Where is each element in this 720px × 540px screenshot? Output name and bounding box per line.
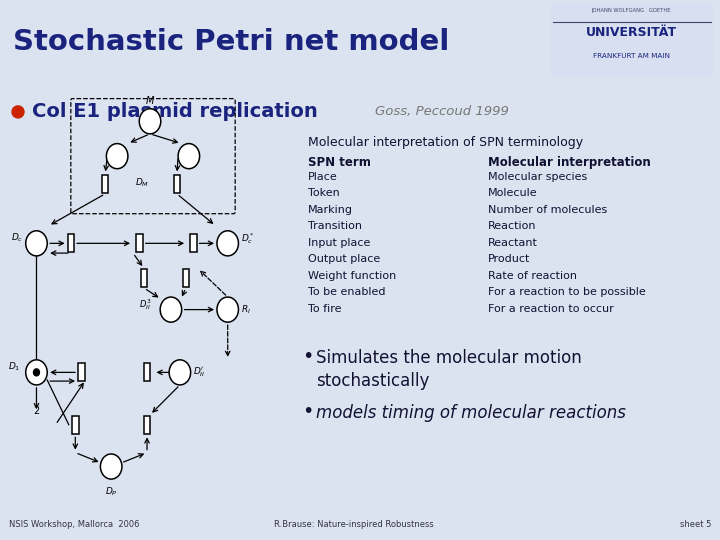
- Text: •: •: [302, 402, 313, 421]
- Text: Weight function: Weight function: [308, 271, 396, 281]
- Text: sheet 5: sheet 5: [680, 520, 711, 529]
- Circle shape: [178, 144, 199, 168]
- Bar: [140, 269, 148, 287]
- Text: $D_1$: $D_1$: [8, 361, 20, 373]
- Bar: [190, 234, 197, 252]
- Text: Reaction: Reaction: [488, 221, 536, 232]
- Text: Output place: Output place: [308, 254, 380, 265]
- Circle shape: [26, 231, 48, 256]
- Circle shape: [33, 369, 40, 376]
- Bar: [144, 363, 150, 381]
- Bar: [144, 416, 150, 434]
- Circle shape: [12, 106, 24, 118]
- Text: R.Brause: Nature-inspired Robustness: R.Brause: Nature-inspired Robustness: [274, 520, 433, 529]
- Text: Product: Product: [488, 254, 531, 265]
- Bar: [183, 269, 189, 287]
- Text: JOHANN WOLFGANG   GOETHE: JOHANN WOLFGANG GOETHE: [592, 8, 671, 13]
- Text: For a reaction to be possible: For a reaction to be possible: [488, 287, 646, 298]
- Bar: [174, 175, 180, 193]
- Text: stochastically: stochastically: [316, 372, 429, 390]
- Text: Molecular species: Molecular species: [488, 172, 588, 182]
- Text: NSIS Workshop, Mallorca  2006: NSIS Workshop, Mallorca 2006: [9, 520, 139, 529]
- Text: Number of molecules: Number of molecules: [488, 205, 607, 215]
- Text: To fire: To fire: [308, 304, 341, 314]
- Text: $D_c^*$: $D_c^*$: [241, 231, 255, 246]
- Bar: [68, 234, 74, 252]
- Text: Transition: Transition: [308, 221, 362, 232]
- Text: •: •: [302, 347, 313, 366]
- Text: $D_{II}^3$: $D_{II}^3$: [139, 297, 151, 312]
- Text: UNIVERSITÄT: UNIVERSITÄT: [586, 25, 677, 38]
- Text: FRANKFURT AM MAIN: FRANKFURT AM MAIN: [593, 53, 670, 59]
- Text: Place: Place: [308, 172, 338, 182]
- Text: Col E1 plasmid replication: Col E1 plasmid replication: [32, 103, 318, 122]
- Text: $D_c$: $D_c$: [11, 232, 23, 245]
- Circle shape: [169, 360, 191, 385]
- Circle shape: [217, 297, 238, 322]
- Text: Rate of reaction: Rate of reaction: [488, 271, 577, 281]
- Bar: [136, 234, 143, 252]
- Text: Goss, Peccoud 1999: Goss, Peccoud 1999: [375, 105, 509, 118]
- Text: Molecule: Molecule: [488, 188, 538, 198]
- Text: Molecular interpretation: Molecular interpretation: [488, 156, 651, 169]
- Text: $R_I$: $R_I$: [241, 303, 251, 316]
- Bar: [78, 363, 84, 381]
- Text: Molecular interpretation of SPN terminology: Molecular interpretation of SPN terminol…: [308, 136, 583, 149]
- Circle shape: [26, 360, 48, 385]
- Text: 2: 2: [33, 406, 40, 416]
- Text: To be enabled: To be enabled: [308, 287, 385, 298]
- Circle shape: [160, 297, 181, 322]
- Text: $D_{II}'$: $D_{II}'$: [194, 366, 206, 379]
- Circle shape: [100, 454, 122, 479]
- Bar: [72, 416, 78, 434]
- Text: Marking: Marking: [308, 205, 353, 215]
- FancyBboxPatch shape: [551, 4, 713, 76]
- Circle shape: [107, 144, 128, 168]
- Text: Reactant: Reactant: [488, 238, 538, 248]
- Circle shape: [217, 231, 238, 256]
- Text: Simulates the molecular motion: Simulates the molecular motion: [316, 349, 582, 367]
- Text: SPN term: SPN term: [308, 156, 371, 169]
- Text: For a reaction to occur: For a reaction to occur: [488, 304, 613, 314]
- Text: $D_P$: $D_P$: [105, 485, 117, 498]
- Text: Stochastic Petri net model: Stochastic Petri net model: [13, 28, 449, 56]
- Text: models timing of molecular reactions: models timing of molecular reactions: [316, 404, 626, 422]
- Bar: [102, 175, 109, 193]
- Text: Token: Token: [308, 188, 340, 198]
- Text: $D_M$: $D_M$: [135, 176, 150, 188]
- Text: M: M: [146, 96, 154, 106]
- Text: Input place: Input place: [308, 238, 370, 248]
- Circle shape: [139, 109, 161, 134]
